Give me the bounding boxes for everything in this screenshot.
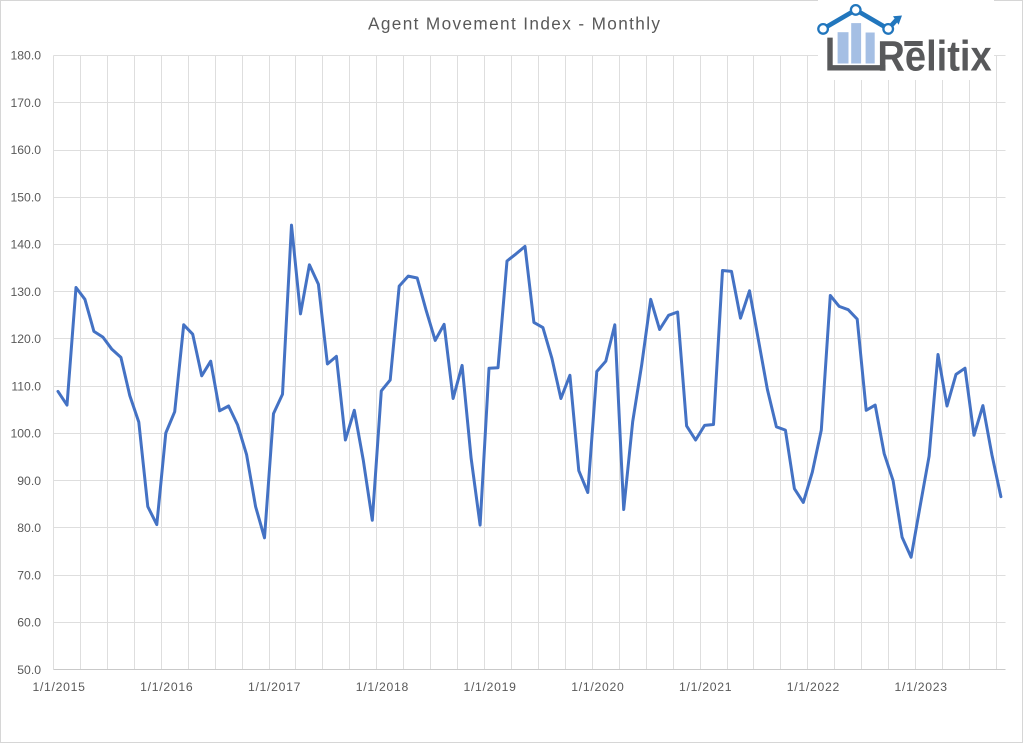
svg-text:100.0: 100.0 <box>11 427 42 441</box>
svg-text:Agent Movement Index - Monthly: Agent Movement Index - Monthly <box>368 14 660 34</box>
svg-text:160.0: 160.0 <box>11 143 42 157</box>
svg-text:1/1/2019: 1/1/2019 <box>463 680 516 694</box>
svg-text:1/1/2015: 1/1/2015 <box>32 680 85 694</box>
svg-text:1/1/2023: 1/1/2023 <box>895 680 948 694</box>
svg-text:1/1/2018: 1/1/2018 <box>356 680 409 694</box>
svg-text:1/1/2017: 1/1/2017 <box>248 680 301 694</box>
svg-text:130.0: 130.0 <box>11 285 42 299</box>
svg-text:170.0: 170.0 <box>11 96 42 110</box>
svg-text:110.0: 110.0 <box>11 379 41 393</box>
svg-text:60.0: 60.0 <box>17 616 41 630</box>
svg-text:80.0: 80.0 <box>17 521 41 535</box>
svg-text:1/1/2021: 1/1/2021 <box>679 680 732 694</box>
svg-text:120.0: 120.0 <box>11 332 42 346</box>
svg-text:150.0: 150.0 <box>11 191 42 205</box>
svg-text:90.0: 90.0 <box>17 474 41 488</box>
svg-text:1/1/2020: 1/1/2020 <box>571 680 624 694</box>
svg-text:50.0: 50.0 <box>17 663 41 677</box>
svg-text:1/1/2016: 1/1/2016 <box>140 680 193 694</box>
svg-text:Relitix: Relitix <box>877 32 991 80</box>
svg-text:140.0: 140.0 <box>11 238 42 252</box>
svg-text:180.0: 180.0 <box>11 49 42 63</box>
svg-text:70.0: 70.0 <box>17 568 41 582</box>
svg-text:1/1/2022: 1/1/2022 <box>787 680 840 694</box>
